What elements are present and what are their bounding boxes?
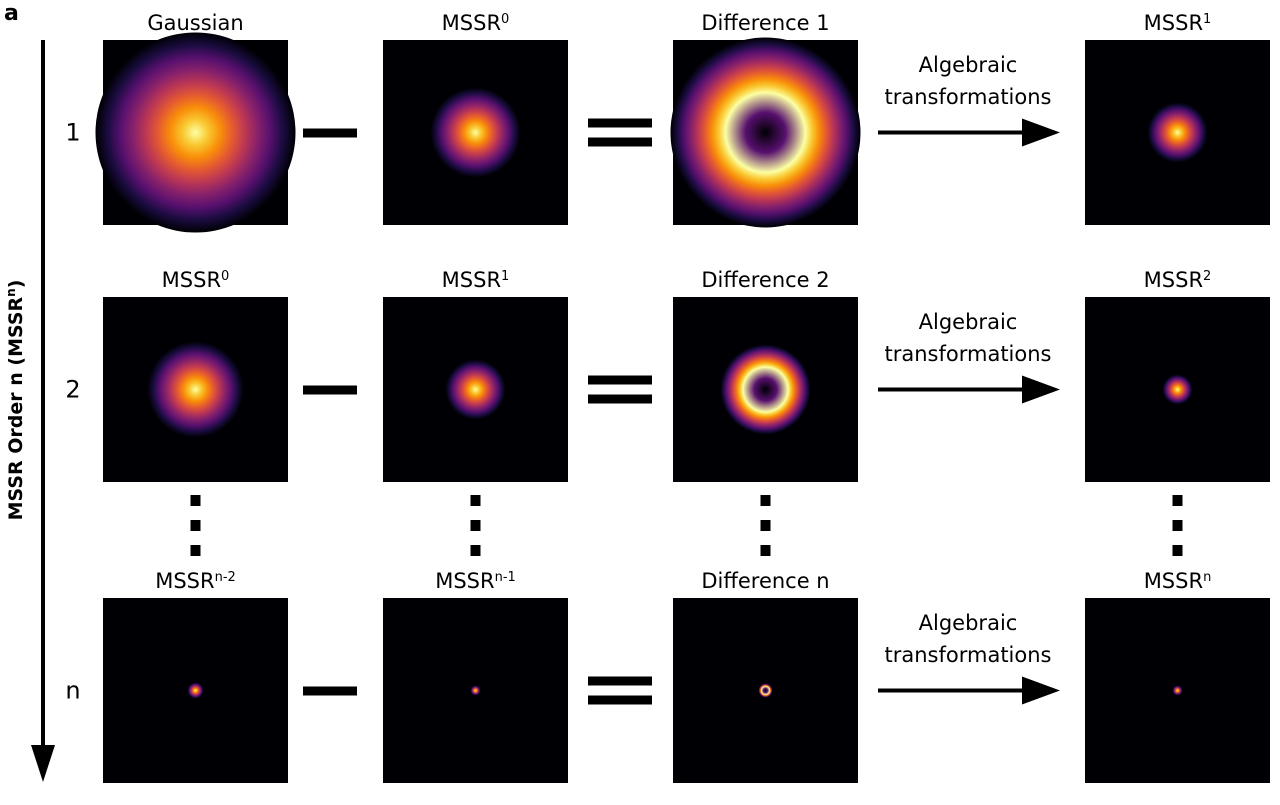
panel-label: a xyxy=(4,1,19,26)
panel-title: MSSRn-2 xyxy=(155,569,236,593)
row-label: 1 xyxy=(65,119,80,147)
panel-title-sup: n-1 xyxy=(495,570,516,585)
panel-title-base: Difference n xyxy=(701,569,829,593)
panel-title-base: MSSR xyxy=(162,268,221,292)
axis-label-suffix: ) xyxy=(5,280,27,289)
panel-title: Gaussian xyxy=(147,11,243,35)
axis-label-text: MSSR Order n (MSSR xyxy=(5,296,27,520)
arrow-head xyxy=(1022,375,1060,404)
panel-title-base: MSSR xyxy=(442,11,501,35)
panel-title-sup: 1 xyxy=(501,269,509,284)
panel-title-base: Difference 1 xyxy=(701,11,829,35)
transform-label: Algebraic xyxy=(919,53,1018,77)
ellipsis-dot xyxy=(190,495,201,506)
panel-title-base: MSSR xyxy=(1144,569,1203,593)
panel-title-base: Gaussian xyxy=(147,11,243,35)
order-arrowhead xyxy=(31,745,55,782)
intensity-blob xyxy=(445,359,506,420)
intensity-blob xyxy=(470,685,481,696)
intensity-blob xyxy=(1162,374,1193,405)
panel-title-base: MSSR xyxy=(155,569,214,593)
intensity-blob xyxy=(187,682,204,699)
transform-label: Algebraic xyxy=(919,310,1018,334)
equals-bottom xyxy=(588,394,652,404)
minus-sign xyxy=(303,385,357,395)
axis-label-sup: n xyxy=(4,288,18,297)
minus-sign xyxy=(303,686,357,696)
ellipsis-dot xyxy=(760,495,771,506)
ellipsis-dot xyxy=(190,520,201,531)
transform-label: Algebraic xyxy=(919,611,1018,635)
intensity-blob xyxy=(1147,102,1208,163)
arrow-head xyxy=(1022,118,1060,147)
panel-title: MSSRn-1 xyxy=(435,569,516,593)
intensity-blob xyxy=(147,341,244,438)
panel-title-sup: 1 xyxy=(1203,12,1211,27)
panel-title-base: MSSR xyxy=(435,569,494,593)
transform-label: transformations xyxy=(885,643,1052,667)
transform-label: transformations xyxy=(885,342,1052,366)
intensity-blob xyxy=(95,32,296,233)
equals-bottom xyxy=(588,695,652,705)
panel-title: MSSR2 xyxy=(1144,268,1212,292)
panel-title-base: MSSR xyxy=(1144,268,1203,292)
panel-title: MSSRn xyxy=(1144,569,1212,593)
equals-top xyxy=(588,375,652,385)
panel-title-base: MSSR xyxy=(442,268,501,292)
intensity-blob xyxy=(1172,685,1183,696)
axis-label: MSSR Order n (MSSRn) xyxy=(4,280,27,521)
panel-title: MSSR1 xyxy=(442,268,510,292)
panel-title: MSSR0 xyxy=(442,11,510,35)
intensity-blob xyxy=(720,344,811,435)
arrow-head xyxy=(1022,676,1060,705)
equals-bottom xyxy=(588,137,652,147)
minus-sign xyxy=(303,128,357,138)
panel-title-base: Difference 2 xyxy=(701,268,829,292)
ellipsis-dot xyxy=(1172,545,1183,556)
ellipsis-dot xyxy=(470,545,481,556)
intensity-blob xyxy=(670,37,861,228)
ellipsis-dot xyxy=(760,520,771,531)
panel-title: Difference n xyxy=(701,569,829,593)
ellipsis-dot xyxy=(1172,495,1183,506)
row-label: n xyxy=(65,677,80,705)
panel-title-sup: n xyxy=(1203,570,1211,585)
equals-top xyxy=(588,676,652,686)
panel-title-sup: n-2 xyxy=(215,570,236,585)
panel-title-sup: 0 xyxy=(501,12,509,27)
intensity-blob xyxy=(758,683,773,698)
ellipsis-dot xyxy=(1172,520,1183,531)
panel-title: MSSR0 xyxy=(162,268,230,292)
ellipsis-dot xyxy=(760,545,771,556)
panel-title: Difference 1 xyxy=(701,11,829,35)
panel-title-sup: 2 xyxy=(1203,269,1211,284)
row-label: 2 xyxy=(65,376,80,404)
panel-title-sup: 0 xyxy=(221,269,229,284)
panel-title: Difference 2 xyxy=(701,268,829,292)
ellipsis-dot xyxy=(190,545,201,556)
panel-title: MSSR1 xyxy=(1144,11,1212,35)
equals-top xyxy=(588,118,652,128)
ellipsis-dot xyxy=(470,495,481,506)
intensity-blob xyxy=(430,87,521,178)
transform-label: transformations xyxy=(885,85,1052,109)
ellipsis-dot xyxy=(470,520,481,531)
panel-title-base: MSSR xyxy=(1144,11,1203,35)
